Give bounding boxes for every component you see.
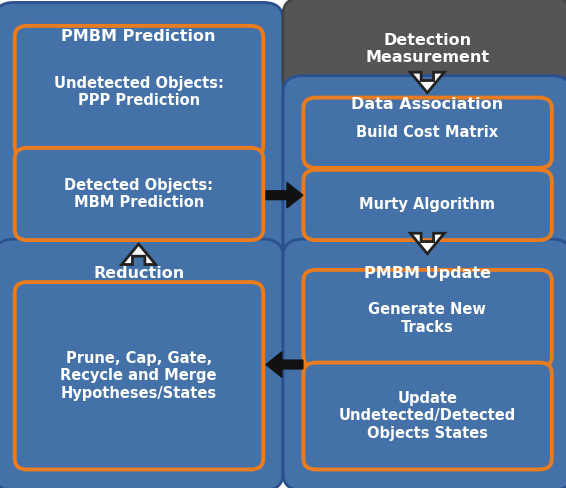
Text: Undetected Objects:
PPP Prediction: Undetected Objects: PPP Prediction: [54, 76, 224, 108]
Polygon shape: [410, 233, 444, 254]
FancyBboxPatch shape: [303, 363, 552, 469]
FancyBboxPatch shape: [303, 170, 552, 240]
Text: Build Cost Matrix: Build Cost Matrix: [356, 125, 499, 140]
FancyBboxPatch shape: [0, 2, 283, 259]
FancyBboxPatch shape: [303, 270, 552, 367]
FancyBboxPatch shape: [15, 26, 263, 157]
FancyBboxPatch shape: [283, 239, 566, 488]
Text: PMBM Update: PMBM Update: [364, 266, 491, 281]
Polygon shape: [410, 72, 444, 93]
FancyBboxPatch shape: [15, 282, 263, 469]
FancyBboxPatch shape: [0, 239, 283, 488]
Polygon shape: [266, 352, 303, 377]
FancyBboxPatch shape: [303, 98, 552, 168]
Text: Reduction: Reduction: [93, 266, 185, 281]
Text: Detection
Measurement: Detection Measurement: [365, 33, 490, 65]
FancyBboxPatch shape: [15, 148, 263, 240]
Text: Update
Undetected/Detected
Objects States: Update Undetected/Detected Objects State…: [338, 391, 516, 441]
Text: Prune, Cap, Gate,
Recycle and Merge
Hypotheses/States: Prune, Cap, Gate, Recycle and Merge Hypo…: [61, 351, 217, 401]
Text: Generate New
Tracks: Generate New Tracks: [368, 303, 486, 335]
Polygon shape: [266, 183, 303, 208]
Text: Data Association: Data Association: [351, 98, 503, 112]
FancyBboxPatch shape: [283, 76, 566, 259]
Text: Detected Objects:
MBM Prediction: Detected Objects: MBM Prediction: [64, 178, 213, 210]
Polygon shape: [122, 244, 156, 264]
FancyBboxPatch shape: [283, 0, 566, 98]
Text: Murty Algorithm: Murty Algorithm: [359, 198, 495, 212]
Text: PMBM Prediction: PMBM Prediction: [62, 29, 216, 44]
